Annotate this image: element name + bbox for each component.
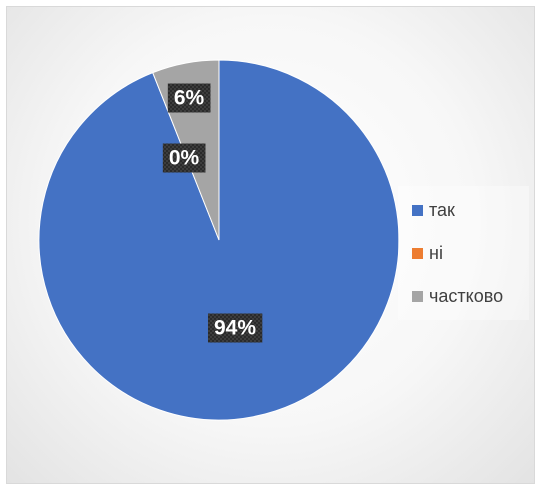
data-label-box-ni	[162, 143, 206, 173]
legend-item-tak: так	[412, 200, 455, 221]
data-label-text-ni: 0%	[169, 147, 200, 170]
legend-label-ni: ні	[429, 243, 443, 263]
data-label-ni: 0%	[162, 143, 206, 173]
legend-swatch-ni	[412, 248, 423, 259]
legend-item-ni: ні	[412, 243, 443, 264]
legend: так ні частково	[398, 186, 529, 320]
data-label-box-chastkovo	[167, 83, 211, 113]
legend-label-chastkovo: частково	[429, 286, 504, 306]
data-label-text-tak: 94%	[214, 317, 256, 340]
data-label-chastkovo: 6%	[167, 83, 211, 113]
legend-label-tak: так	[429, 200, 455, 220]
data-label-text-chastkovo: 6%	[174, 87, 205, 110]
legend-item-chastkovo: частково	[412, 286, 503, 307]
legend-swatch-tak	[412, 205, 423, 216]
data-label-tak: 94%	[207, 313, 263, 343]
legend-swatch-chastkovo	[412, 291, 423, 302]
data-label-box-tak	[207, 313, 263, 343]
